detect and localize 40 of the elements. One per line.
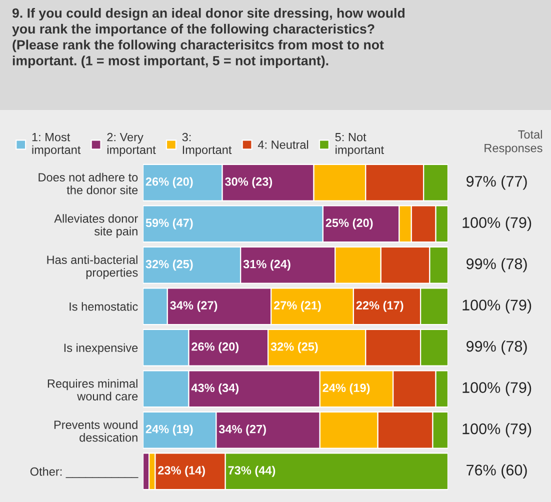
legend-label: 5: Not important <box>335 133 384 156</box>
y-tick-label: Requires minimal wound care <box>48 379 138 400</box>
y-tick-label: Other: ___________ <box>30 467 138 478</box>
total-label: 100% (79) <box>462 299 532 314</box>
total-label: 76% (60) <box>466 464 527 478</box>
total-label: 97% (77) <box>466 176 527 190</box>
legend-label: 4: Neutral <box>258 140 308 149</box>
data-label: 25% (20) <box>326 218 373 230</box>
data-label: 43% (34) <box>191 383 239 394</box>
legend-label: 1: Most important <box>32 133 81 156</box>
total-label: 100% (79) <box>462 423 532 438</box>
total-label: 100% (79) <box>462 382 532 396</box>
chart-title: 9. If you could design an ideal donor site dressing, how would you rank the importance of the following characteristics? (Please rank the following characterisitcs from most to not important. (1 = most important, 5 = not important). <box>12 8 404 68</box>
data-label: 23% (14) <box>158 466 205 477</box>
data-label: 26% (20) <box>192 342 239 354</box>
data-label: 32% (25) <box>270 342 318 354</box>
data-label: 27% (21) <box>274 300 321 312</box>
y-tick-label: Is hemostatic <box>70 302 138 311</box>
data-label: 59% (47) <box>146 218 193 230</box>
y-tick-label: Has anti-bacterial properties <box>47 255 138 280</box>
data-label: 34% (27) <box>170 300 218 312</box>
data-label: 22% (17) <box>356 300 404 312</box>
legend-label: 3: Important <box>182 132 232 156</box>
y-tick-label: Prevents wound dessication <box>54 420 138 442</box>
data-label: 26% (20) <box>146 177 193 188</box>
data-label: 24% (19) <box>146 424 193 436</box>
text: Total Responses <box>484 130 542 155</box>
y-tick-label: Does not adhere to the donor site <box>38 172 138 194</box>
data-label: 32% (25) <box>146 260 193 271</box>
data-label: 73% (44) <box>228 466 276 477</box>
data-label: 34% (27) <box>218 424 266 436</box>
legend-label: 2: Very important <box>107 132 156 156</box>
total-label: 99% (78) <box>466 340 527 355</box>
total-label: 100% (79) <box>462 216 532 231</box>
y-tick-label: Alleviates donor site pain <box>54 214 138 238</box>
data-label: 30% (23) <box>225 177 272 188</box>
y-tick-label: Is inexpensive <box>64 343 138 354</box>
data-label: 24% (19) <box>322 383 370 394</box>
total-label: 99% (78) <box>466 258 527 272</box>
data-label: 31% (24) <box>243 260 290 271</box>
